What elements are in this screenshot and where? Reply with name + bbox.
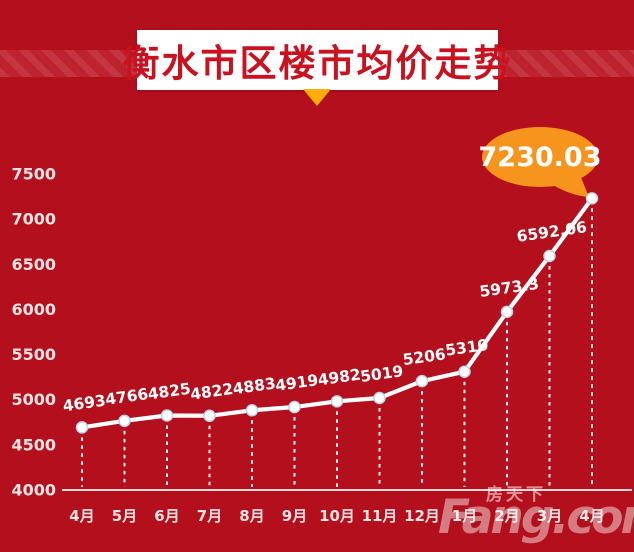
- y-axis-tick-label: 7500: [11, 165, 56, 184]
- data-point-marker: [543, 249, 556, 263]
- callout-bubble: [482, 127, 598, 187]
- x-axis-tick-label: 5月: [112, 507, 137, 525]
- y-axis-tick-label: 4000: [11, 481, 56, 500]
- x-axis-tick-label: 6月: [154, 507, 179, 525]
- data-point-marker: [330, 395, 344, 408]
- x-axis-tick-label: 12月: [404, 507, 440, 525]
- data-point-label: 5973.3: [478, 275, 540, 301]
- data-point-marker: [288, 400, 301, 414]
- data-point-label: 4766: [104, 385, 149, 409]
- x-axis-tick-label: 10月: [319, 507, 355, 525]
- data-point-label: 4825: [147, 380, 192, 404]
- data-point-label: 4883: [232, 374, 277, 398]
- data-point-label: 4982: [317, 365, 362, 389]
- x-axis-tick-label: 7月: [197, 507, 222, 525]
- x-axis-tick-label: 2月: [494, 507, 519, 525]
- y-axis-tick-label: 6000: [11, 300, 56, 319]
- x-axis-tick-label: 11月: [362, 507, 398, 525]
- data-point-label: 5019: [359, 362, 404, 386]
- y-axis-tick-label: 5000: [11, 390, 56, 409]
- x-axis-tick-label: 3月: [537, 507, 562, 525]
- x-axis-tick-label: 1月: [452, 507, 477, 525]
- chart-title: 衡水市区楼市均价走势: [122, 42, 513, 85]
- x-axis-tick-label: 4月: [69, 507, 94, 525]
- x-axis-tick-label: 8月: [239, 507, 264, 525]
- y-axis-tick-label: 6500: [11, 255, 56, 274]
- data-point-marker: [118, 414, 131, 428]
- data-point-marker: [160, 409, 174, 422]
- y-axis-tick-label: 4500: [11, 435, 56, 454]
- data-point-marker: [203, 409, 216, 423]
- y-axis-tick-label: 5500: [11, 345, 56, 364]
- x-axis-tick-label: 9月: [282, 507, 307, 525]
- data-point-marker: [75, 421, 89, 434]
- callout-value: 7230.03: [479, 142, 602, 173]
- data-point-marker: [245, 404, 259, 417]
- banner-pointer-icon: [303, 89, 331, 106]
- title-banner: 衡水市区楼市均价走势: [123, 30, 511, 90]
- data-point-label: 5206: [402, 345, 447, 369]
- data-point-marker: [415, 374, 429, 388]
- data-point-label: 4822: [189, 380, 234, 404]
- data-point-label: 4919: [274, 371, 319, 395]
- data-point-label: 5310: [444, 336, 489, 360]
- data-point-label: 6592.06: [516, 218, 588, 246]
- data-point-marker: [585, 192, 599, 205]
- data-point-marker: [458, 365, 471, 378]
- data-point-marker: [373, 391, 386, 405]
- data-point-marker: [500, 305, 514, 319]
- x-axis-tick-label: 4月: [579, 507, 604, 525]
- y-axis-tick-label: 7000: [11, 210, 56, 229]
- data-point-label: 4693: [62, 392, 107, 416]
